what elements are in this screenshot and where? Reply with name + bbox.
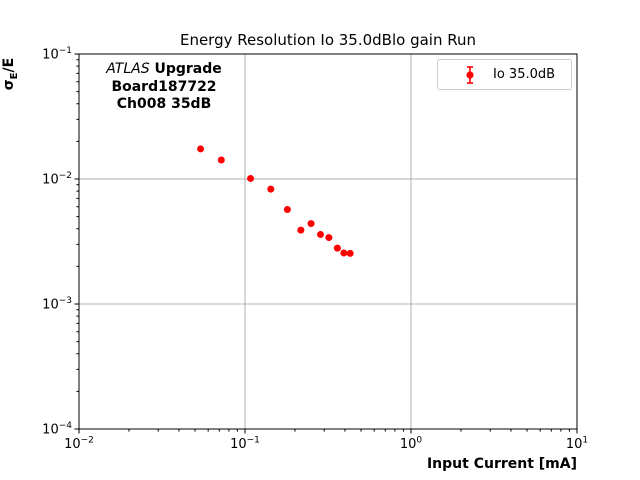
data-point xyxy=(346,249,354,257)
x-tick-label: 10−1 xyxy=(230,436,260,453)
data-point xyxy=(333,244,341,252)
annotation-channel: Ch008 35dB xyxy=(116,96,212,112)
ylabel-sigma: σ xyxy=(1,79,17,91)
data-point xyxy=(297,226,305,234)
chart-title: Energy Resolution Io 35.0dBlo gain Run xyxy=(179,31,477,49)
y-tick-label: 10−4 xyxy=(42,421,72,438)
data-point xyxy=(217,156,225,164)
annotation-program: Upgrade xyxy=(154,61,222,77)
x-tick-label: 101 xyxy=(566,436,588,453)
data-point xyxy=(283,206,291,214)
legend-label: Io 35.0dB xyxy=(493,67,556,82)
annotation-board: Board187722 xyxy=(111,78,217,95)
data-point xyxy=(307,220,315,228)
axes-spines xyxy=(78,53,578,430)
x-axis-label: Input Current [mA] xyxy=(426,456,577,472)
errorbar-marker-icon xyxy=(466,65,474,84)
annotation-experiment: ATLAS xyxy=(106,61,150,77)
annotation: ATLAS Upgrade Board187722 Ch008 35dB xyxy=(96,61,232,114)
y-tick-label: 10−1 xyxy=(42,46,72,63)
data-point xyxy=(197,145,205,153)
x-tick-label: 100 xyxy=(400,436,423,453)
annotation-line-1: ATLAS Upgrade xyxy=(96,61,232,79)
data-point xyxy=(247,174,255,182)
data-point xyxy=(317,230,325,238)
ylabel-subscript: E xyxy=(8,72,20,80)
x-tick-label: 10−2 xyxy=(64,436,94,453)
legend: Io 35.0dB xyxy=(437,59,572,90)
data-point xyxy=(340,249,348,257)
y-tick-label: 10−2 xyxy=(42,171,72,188)
y-axis-label: σE/E xyxy=(1,39,21,109)
ylabel-rest: /E xyxy=(1,57,17,73)
data-point xyxy=(267,185,275,193)
data-point xyxy=(325,234,333,242)
y-tick-label: 10−3 xyxy=(42,296,72,313)
